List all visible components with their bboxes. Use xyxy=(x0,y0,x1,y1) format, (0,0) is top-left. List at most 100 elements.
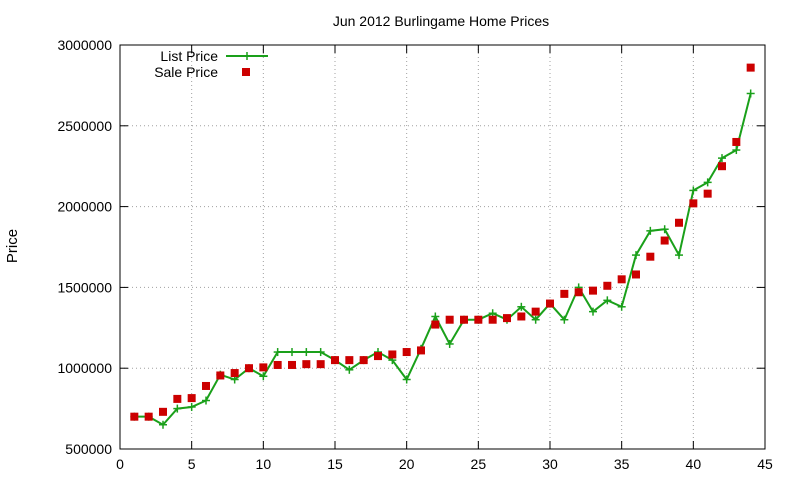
y-tick-label: 2500000 xyxy=(57,118,112,134)
sale-price-point xyxy=(732,137,741,146)
sale-price-point xyxy=(173,394,182,403)
sale-price-point xyxy=(746,63,755,72)
sale-price-point xyxy=(144,412,153,421)
legend-label-sale-price: Sale Price xyxy=(154,64,218,80)
x-tick-label: 30 xyxy=(542,456,558,472)
x-tick-label: 0 xyxy=(116,456,124,472)
sale-price-point xyxy=(718,162,726,171)
plot-frame xyxy=(119,44,766,450)
sale-price-point xyxy=(445,315,454,324)
sale-price-point xyxy=(359,356,368,365)
sale-price-point xyxy=(245,364,253,373)
sale-price-point xyxy=(202,381,210,390)
sale-price-point xyxy=(646,252,655,261)
chart-title: Jun 2012 Burlingame Home Prices xyxy=(333,13,549,29)
sale-price-point xyxy=(546,299,554,308)
list-price-point xyxy=(431,312,440,321)
list-price-point xyxy=(589,307,597,316)
list-price-point xyxy=(689,186,698,195)
x-tick-label: 40 xyxy=(686,456,702,472)
y-tick-label: 1500000 xyxy=(57,279,112,295)
sale-price-point xyxy=(603,281,612,290)
legend-marker-sale-price xyxy=(242,68,250,76)
sale-price-point xyxy=(617,275,626,284)
list-price-point xyxy=(187,402,196,411)
y-tick-label: 2000000 xyxy=(57,199,112,215)
list-price-point xyxy=(288,348,296,357)
list-price-point xyxy=(617,302,626,311)
y-tick-label: 500000 xyxy=(65,441,112,457)
grid xyxy=(120,45,765,449)
sale-price-point xyxy=(159,407,167,416)
list-price-point xyxy=(560,315,569,324)
list-price-point xyxy=(302,348,311,357)
sale-price-point xyxy=(230,369,239,378)
list-price-point xyxy=(259,372,268,381)
sale-price-point xyxy=(460,315,468,324)
list-price-point xyxy=(316,348,325,357)
sale-price-point xyxy=(345,356,354,365)
list-price-point xyxy=(159,420,167,429)
axis-ticks: 0 5 10 15 20 25 30 35 40 45 500000 1000000 1500000 20… xyxy=(57,37,773,472)
sale-price-point xyxy=(130,412,139,421)
list-price-point xyxy=(273,348,282,357)
list-price-point xyxy=(173,404,182,413)
sale-price-point xyxy=(503,314,511,323)
list-price-point xyxy=(660,225,669,234)
sale-price-point xyxy=(331,356,339,365)
list-price-point xyxy=(202,396,210,405)
x-tick-label: 5 xyxy=(188,456,196,472)
x-tick-label: 10 xyxy=(256,456,272,472)
sale-price-point xyxy=(474,315,483,324)
list-price-line xyxy=(134,93,752,427)
sale-price-point xyxy=(388,350,397,359)
sale-price-point xyxy=(302,360,311,369)
list-price-point xyxy=(646,226,655,235)
sale-price-point xyxy=(417,346,425,355)
list-price-point xyxy=(345,365,354,374)
sale-price-point xyxy=(431,320,440,329)
sale-price-point xyxy=(488,315,497,324)
sale-price-point xyxy=(517,312,526,321)
sale-price-point xyxy=(259,363,268,372)
list-price-point xyxy=(718,154,726,163)
sale-price-point xyxy=(632,270,640,279)
plot-area xyxy=(130,63,755,429)
sale-price-point xyxy=(660,236,669,245)
sale-price-point xyxy=(689,199,698,208)
sale-price-point xyxy=(187,394,196,403)
x-tick-label: 15 xyxy=(327,456,343,472)
sale-price-point xyxy=(574,288,583,297)
x-tick-label: 20 xyxy=(399,456,415,472)
list-price-point xyxy=(517,302,526,311)
sale-price-point xyxy=(531,307,540,316)
list-price-point xyxy=(402,375,411,384)
x-tick-label: 35 xyxy=(614,456,630,472)
legend-label-list-price: List Price xyxy=(160,48,218,64)
list-price-point xyxy=(632,251,640,260)
sale-price-point xyxy=(216,371,225,380)
sale-price-point xyxy=(316,360,325,369)
sale-price-point xyxy=(560,289,569,298)
sale-price-point xyxy=(402,348,411,357)
list-price-point xyxy=(445,339,454,348)
list-price-point xyxy=(603,296,612,305)
sale-price-point xyxy=(675,218,683,227)
sale-price-point xyxy=(374,352,382,361)
y-tick-label: 3000000 xyxy=(57,37,112,53)
x-tick-label: 45 xyxy=(757,456,773,472)
y-tick-label: 1000000 xyxy=(57,360,112,376)
x-tick-label: 25 xyxy=(471,456,487,472)
list-price-point xyxy=(531,315,540,324)
list-price-point xyxy=(746,89,755,98)
y-axis-label: Price xyxy=(4,229,21,263)
sale-price-point xyxy=(703,189,712,198)
sale-price-point xyxy=(589,286,597,295)
list-price-point xyxy=(675,251,683,260)
sale-price-point xyxy=(288,360,296,369)
legend-marker-list-price xyxy=(243,52,251,60)
list-price-point xyxy=(703,178,712,187)
sale-price-point xyxy=(273,360,282,369)
